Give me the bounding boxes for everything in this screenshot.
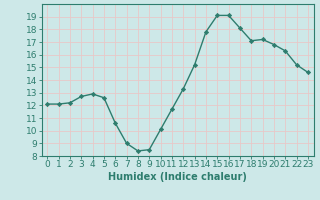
X-axis label: Humidex (Indice chaleur): Humidex (Indice chaleur) (108, 172, 247, 182)
